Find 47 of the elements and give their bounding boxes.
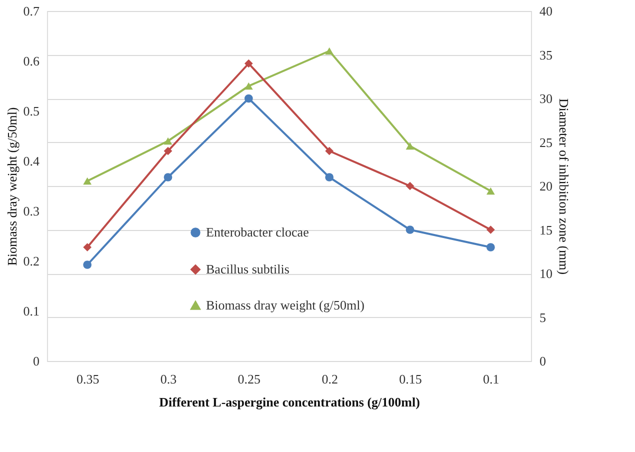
x-tick-label: 0.2 xyxy=(322,372,338,386)
y2-tick-label: 30 xyxy=(540,91,552,106)
legend-label: Enterobacter clocae xyxy=(206,224,310,240)
point xyxy=(164,173,172,182)
y2-tick-label: 35 xyxy=(540,47,552,62)
y2-tick-label: 40 xyxy=(540,4,552,18)
y2-tick-label: 0 xyxy=(540,354,546,368)
point xyxy=(325,47,334,55)
point xyxy=(244,82,253,90)
point xyxy=(83,260,92,269)
y-tick-label: 0.5 xyxy=(23,104,40,118)
y-axis-title: Biomass dray weight (g/50ml) xyxy=(4,107,20,266)
y-tick-label: 0.1 xyxy=(23,304,40,318)
point xyxy=(244,59,253,68)
x-tick-label: 0.3 xyxy=(160,372,177,386)
point xyxy=(164,137,172,145)
point xyxy=(325,173,334,182)
legend-label: Bacillus subtilis xyxy=(206,262,290,276)
x-tick-label: 0.1 xyxy=(483,372,500,386)
point xyxy=(406,182,414,190)
y2-tick-label: 25 xyxy=(540,134,552,150)
y-tick-label: 0.2 xyxy=(23,254,40,268)
point xyxy=(325,146,334,156)
y2-tick-label: 15 xyxy=(540,222,552,238)
legend-label: Biomass dray weight (g/50ml) xyxy=(206,298,365,312)
x-tick-label: 0.15 xyxy=(399,372,422,386)
y-tick-label: 0.6 xyxy=(23,54,40,68)
y2-axis-title: Diameter of inhibition zone (mm) xyxy=(556,98,572,275)
point xyxy=(486,243,495,252)
y-tick-label: 0 xyxy=(33,354,40,368)
y-tick-label: 0.7 xyxy=(23,4,40,18)
point xyxy=(244,94,253,103)
x-tick-label: 0.35 xyxy=(76,372,100,386)
y2-tick-label: 10 xyxy=(540,266,552,281)
y2-tick-label: 20 xyxy=(540,178,552,194)
y2-tick-label: 5 xyxy=(540,310,546,325)
point xyxy=(83,243,92,252)
x-axis-title: Different L-aspergine concentrations (g/100ml) xyxy=(159,394,420,410)
point xyxy=(486,187,495,195)
point xyxy=(406,142,414,150)
y-tick-label: 0.3 xyxy=(23,204,40,218)
point xyxy=(83,177,92,185)
point xyxy=(164,146,172,156)
point xyxy=(486,226,495,234)
point xyxy=(406,226,414,234)
x-tick-label: 0.25 xyxy=(238,372,261,386)
y-tick-label: 0.4 xyxy=(23,154,40,168)
